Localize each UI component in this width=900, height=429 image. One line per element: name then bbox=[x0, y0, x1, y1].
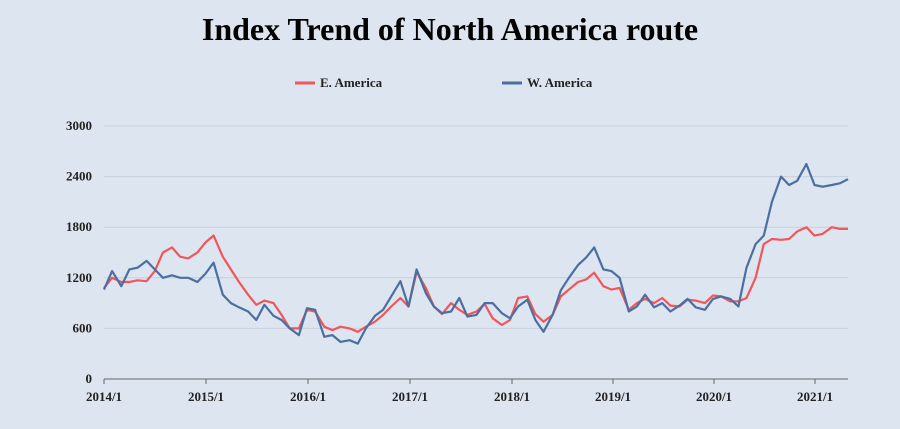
grid bbox=[104, 125, 848, 329]
x-tick-label: 2015/1 bbox=[188, 389, 224, 404]
chart-title: Index Trend of North America route bbox=[202, 11, 698, 47]
x-tick-label: 2021/1 bbox=[797, 389, 833, 404]
x-tick-label: 2018/1 bbox=[494, 389, 530, 404]
x-tick-label: 2017/1 bbox=[392, 389, 428, 404]
legend-label-w-america: W. America bbox=[527, 75, 593, 90]
x-axis-ticks: 2014/1 2015/1 2016/1 2017/1 2018/1 2019/1 2020… bbox=[86, 379, 833, 404]
x-tick-label: 2020/1 bbox=[696, 389, 732, 404]
legend-label-e-america: E. America bbox=[320, 75, 383, 90]
series-lines bbox=[102, 162, 849, 345]
y-tick-label: 0 bbox=[86, 371, 93, 386]
x-tick-label: 2016/1 bbox=[290, 389, 326, 404]
y-tick-label: 600 bbox=[73, 320, 93, 335]
x-tick-label: 2019/1 bbox=[595, 389, 631, 404]
y-tick-label: 2400 bbox=[66, 169, 92, 184]
y-tick-label: 1200 bbox=[66, 270, 92, 285]
y-tick-label: 1800 bbox=[66, 219, 92, 234]
x-tick-label: 2014/1 bbox=[86, 389, 122, 404]
y-tick-label: 3000 bbox=[66, 118, 92, 133]
y-axis-ticks: 0 600 1200 1800 2400 3000 bbox=[66, 118, 92, 386]
series-line-w-america bbox=[102, 162, 849, 345]
legend: E. America W. America bbox=[295, 75, 593, 90]
